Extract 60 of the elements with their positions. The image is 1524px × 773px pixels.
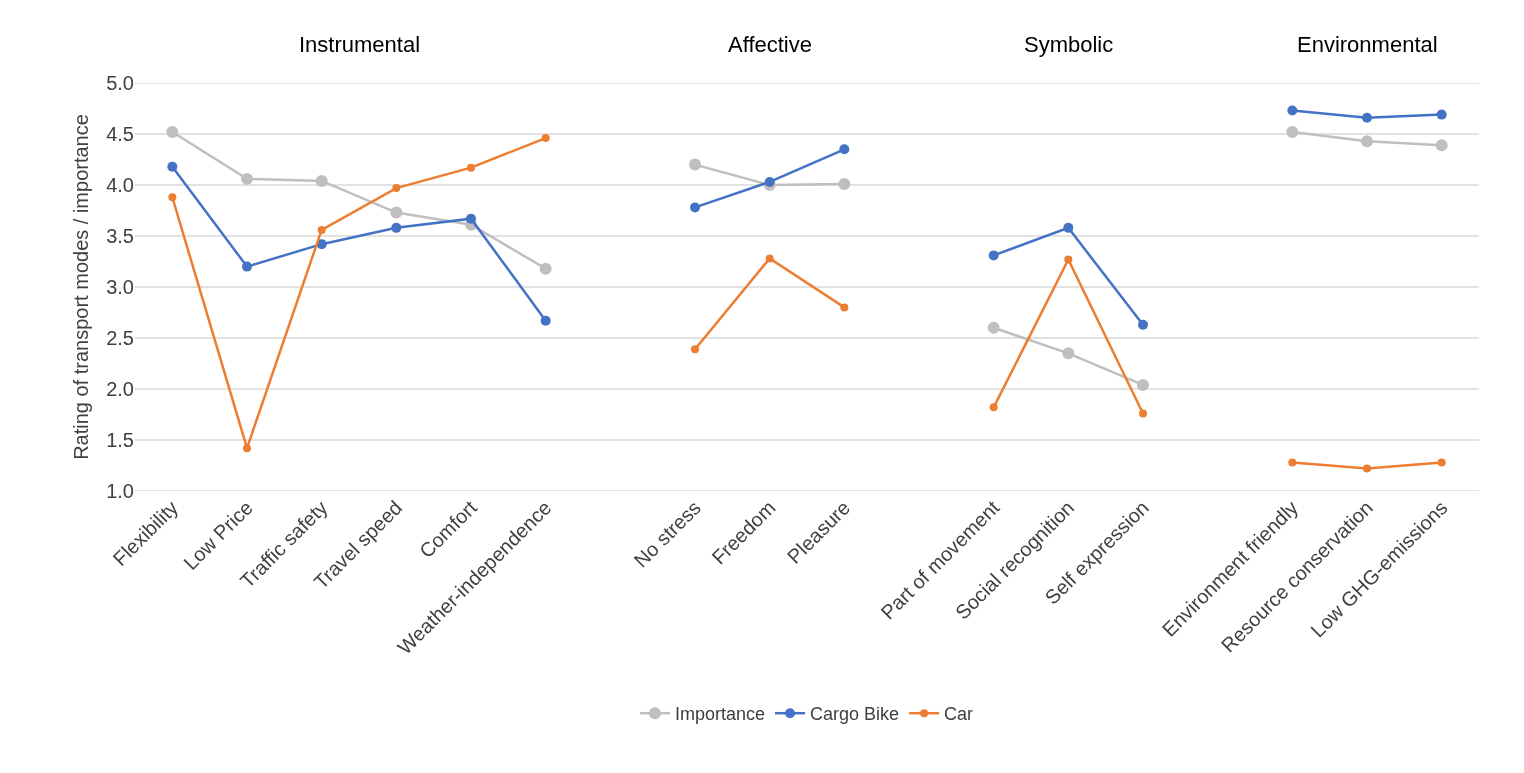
point (392, 184, 401, 193)
point (1137, 378, 1149, 391)
point (840, 303, 849, 312)
point (1286, 125, 1299, 138)
text: Symbolic (1024, 32, 1114, 57)
point (1435, 139, 1448, 152)
point (1287, 105, 1298, 116)
point (390, 206, 403, 219)
point (689, 158, 701, 171)
point (539, 262, 552, 275)
y-tick-label: 1.0 (106, 480, 134, 502)
point (242, 261, 252, 272)
y-tick-label: 2.0 (106, 378, 134, 400)
y-tick-label: 4.0 (106, 174, 134, 196)
point (1064, 255, 1073, 264)
point (987, 321, 1000, 334)
point (167, 161, 178, 172)
y-tick-label: 2.5 (106, 327, 134, 349)
y-axis-title: Rating of transport modes / importance (69, 114, 92, 460)
point (316, 239, 327, 250)
point (168, 193, 177, 202)
legend-label: Car (944, 704, 974, 725)
point (1361, 135, 1373, 148)
text: Instrumental (299, 32, 421, 57)
point (1437, 458, 1446, 467)
point (315, 174, 328, 187)
point (541, 134, 550, 143)
text: Environmental (1297, 32, 1438, 57)
point (989, 403, 998, 412)
y-tick-label: 4.5 (106, 123, 134, 145)
point (466, 213, 476, 224)
point (467, 163, 475, 172)
point (241, 172, 253, 185)
point (1436, 109, 1447, 120)
y-tick-label: 3.5 (106, 225, 134, 247)
point (764, 176, 775, 187)
point (691, 345, 699, 354)
point (838, 177, 851, 190)
text: Affective (728, 32, 812, 57)
legend-label: Cargo Bike (810, 704, 900, 725)
point (1063, 222, 1074, 233)
point (839, 144, 850, 155)
legend-label: Importance (675, 704, 766, 725)
point (765, 254, 774, 263)
point (1062, 347, 1075, 360)
point (540, 315, 551, 326)
point (166, 125, 179, 138)
point (317, 225, 326, 234)
point (1362, 112, 1372, 123)
point (1138, 319, 1148, 330)
point (391, 222, 402, 233)
point (1363, 464, 1371, 473)
y-tick-label: 3.0 (106, 276, 134, 298)
y-tick-label: 1.5 (106, 429, 134, 451)
point (988, 250, 999, 261)
point (690, 202, 700, 213)
point (243, 444, 251, 453)
point (1139, 409, 1147, 418)
y-tick-label: 5.0 (106, 72, 134, 94)
point (1288, 458, 1297, 467)
